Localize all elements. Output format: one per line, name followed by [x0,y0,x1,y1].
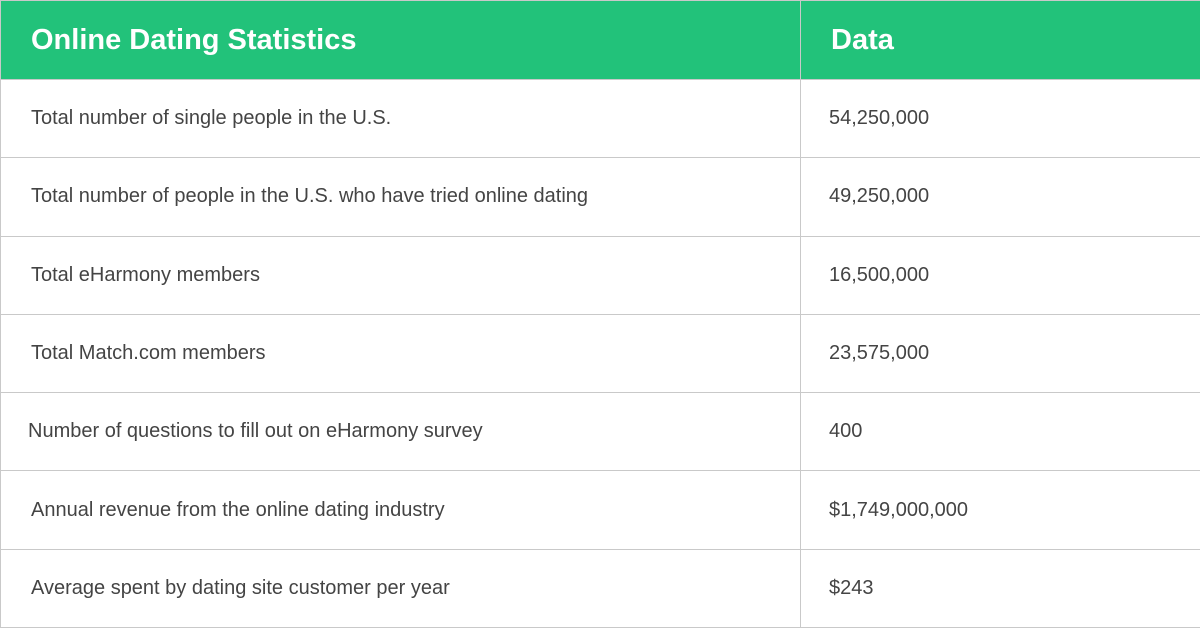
statistic-value: 49,250,000 [800,157,1200,237]
statistic-value: $1,749,000,000 [800,470,1200,550]
statistic-value: 23,575,000 [800,313,1200,394]
column-header-statistic: Online Dating Statistics [0,0,801,80]
table-row: Annual revenue from the online dating in… [0,470,1200,550]
statistic-label: Total number of single people in the U.S… [0,78,801,159]
table-row: Average spent by dating site customer pe… [0,548,1200,628]
table-row: Number of questions to fill out on eHarm… [0,392,1200,472]
statistic-label: Total eHarmony members [0,235,801,315]
table-row: Total Match.com members 23,575,000 [0,313,1200,394]
statistic-value: 400 [800,392,1200,472]
statistic-label: Number of questions to fill out on eHarm… [0,392,801,472]
table-header-row: Online Dating Statistics Data [0,0,1200,80]
statistic-value: $243 [800,548,1200,628]
table-row: Total number of single people in the U.S… [0,78,1200,159]
statistic-label: Total Match.com members [0,313,801,394]
statistic-label: Total number of people in the U.S. who h… [0,157,801,237]
table-row: Total number of people in the U.S. who h… [0,157,1200,237]
statistic-value: 54,250,000 [800,78,1200,159]
statistic-label: Average spent by dating site customer pe… [0,548,801,628]
statistic-value: 16,500,000 [800,235,1200,315]
table-row: Total eHarmony members 16,500,000 [0,235,1200,315]
statistic-label: Annual revenue from the online dating in… [0,470,801,550]
column-header-data: Data [800,0,1200,80]
